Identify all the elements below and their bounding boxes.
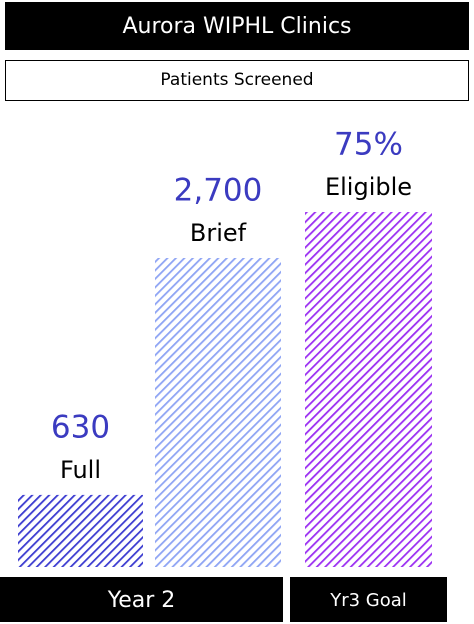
group-bar <box>0 577 283 622</box>
value-label: 2,700 <box>174 173 263 209</box>
title: Aurora WIPHL Clinics <box>122 14 351 39</box>
group-label: Yr3 Goal <box>329 590 407 611</box>
subtitle-box <box>5 60 469 101</box>
category-label: Brief <box>190 219 247 247</box>
group-bar <box>290 577 447 622</box>
group-label: Year 2 <box>107 588 176 613</box>
bar <box>305 212 432 567</box>
bar <box>18 494 143 567</box>
subtitle: Patients Screened <box>160 70 313 90</box>
bar <box>155 258 281 567</box>
category-label: Eligible <box>325 173 412 201</box>
value-label: 630 <box>51 409 110 445</box>
title-bar <box>5 2 469 50</box>
value-label: 75% <box>334 127 403 163</box>
category-label: Full <box>60 456 101 484</box>
